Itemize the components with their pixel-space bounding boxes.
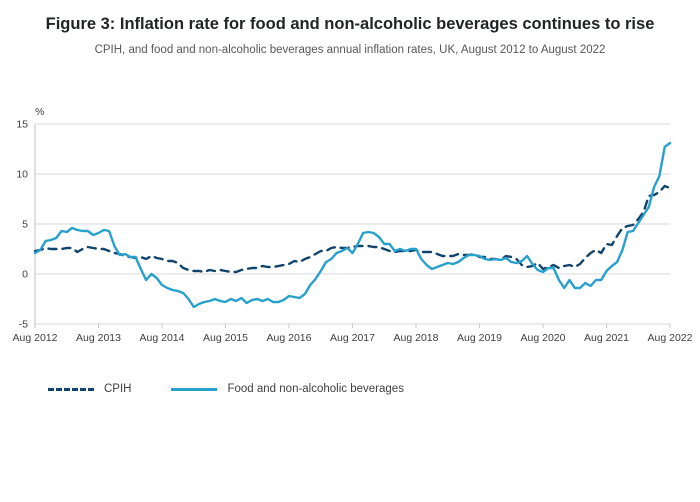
- legend-item-food: Food and non-alcoholic beverages: [171, 383, 404, 396]
- chart-area: -5 0 5 10 15% Aug 2012 Aug 2013 Aug 2014 Aug 201…: [0, 106, 700, 351]
- x-tick-label: Aug 2013: [76, 332, 121, 344]
- x-tick-label: Aug 2015: [203, 332, 248, 344]
- x-tick-label: Aug 2020: [521, 332, 566, 344]
- y-tick-label: -5: [19, 319, 28, 331]
- x-tick-label: Aug 2021: [584, 332, 629, 344]
- y-tick-label: 0: [22, 269, 28, 281]
- y-tick-label: 10: [16, 169, 28, 181]
- x-tick-label: Aug 2014: [140, 332, 185, 344]
- y-axis-unit-label: %: [35, 106, 44, 118]
- line-chart-svg: -5 0 5 10 15% Aug 2012 Aug 2013 Aug 2014 Aug 201…: [13, 106, 693, 344]
- x-tick-label: Aug 2016: [267, 332, 312, 344]
- food-series-line: [33, 142, 672, 309]
- x-tick-label: Aug 2022: [648, 332, 693, 344]
- legend-label-cpih: CPIH: [104, 383, 132, 396]
- legend: CPIH Food and non-alcoholic beverages: [48, 383, 700, 395]
- x-tick-label: Aug 2017: [330, 332, 375, 344]
- food-line-swatch: [171, 387, 218, 391]
- x-tick-label: Aug 2019: [457, 332, 502, 344]
- cpih-line-swatch: [48, 387, 94, 391]
- cpih-series-line: [33, 185, 672, 274]
- x-tick-label: Aug 2018: [394, 332, 439, 344]
- y-tick-label: 5: [22, 219, 28, 231]
- legend-label-food: Food and non-alcoholic beverages: [227, 383, 404, 396]
- legend-item-cpih: CPIH: [48, 383, 131, 395]
- chart-subtitle: CPIH, and food and non-alcoholic beverag…: [94, 44, 606, 57]
- y-tick-label: 15: [16, 119, 28, 131]
- chart-title: Figure 3: Inflation rate for food and no…: [45, 15, 655, 33]
- x-tick-label: Aug 2012: [13, 332, 58, 344]
